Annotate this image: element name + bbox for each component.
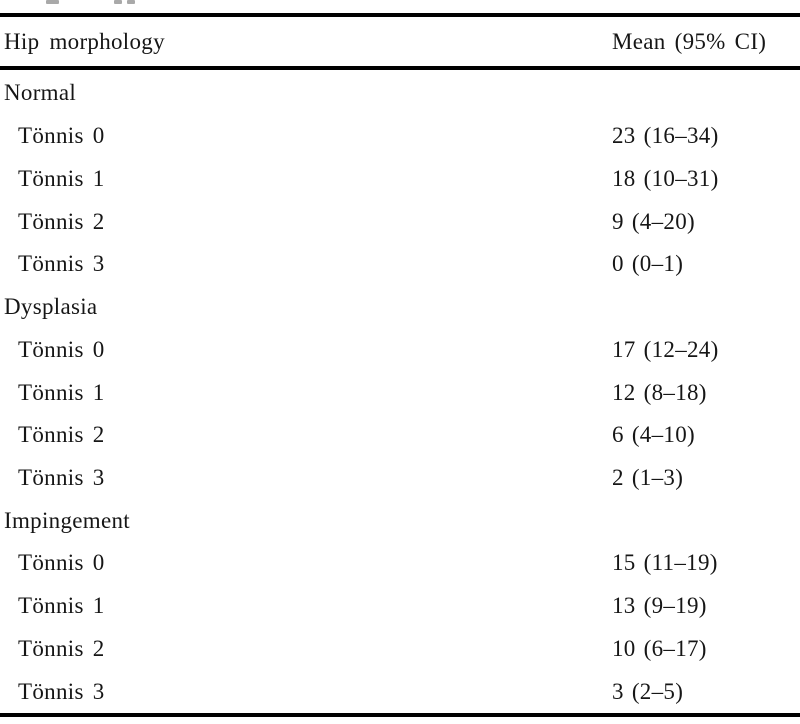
row-label: Tönnis 0 bbox=[18, 550, 105, 576]
row-value: 18 (10–31) bbox=[612, 165, 719, 191]
column-header-mean-ci: Mean (95% CI) bbox=[612, 28, 767, 54]
row-value: 6 (4–10) bbox=[612, 422, 695, 448]
row-label: Tönnis 1 bbox=[18, 379, 105, 405]
table-row: Tönnis 3 2 (1–3) bbox=[0, 457, 800, 500]
cropped-text-fragment bbox=[46, 0, 59, 4]
row-value: 23 (16–34) bbox=[612, 123, 719, 149]
row-label: Tönnis 2 bbox=[18, 422, 105, 448]
row-value: 13 (9–19) bbox=[612, 593, 707, 619]
row-label: Tönnis 3 bbox=[18, 251, 105, 277]
row-value: 12 (8–18) bbox=[612, 379, 707, 405]
table-row: Tönnis 1 18 (10–31) bbox=[0, 157, 800, 200]
row-value: 17 (12–24) bbox=[612, 336, 719, 362]
table-row: Tönnis 3 3 (2–5) bbox=[0, 670, 800, 713]
section-label: Dysplasia bbox=[4, 294, 98, 320]
row-value: 15 (11–19) bbox=[612, 550, 718, 576]
row-label: Tönnis 1 bbox=[18, 165, 105, 191]
row-value: 0 (0–1) bbox=[612, 251, 684, 277]
row-value: 2 (1–3) bbox=[612, 464, 684, 490]
row-label: Tönnis 1 bbox=[18, 593, 105, 619]
table-row: Tönnis 2 9 (4–20) bbox=[0, 200, 800, 243]
table-bottom-rule bbox=[0, 713, 800, 717]
row-value: 9 (4–20) bbox=[612, 208, 695, 234]
table-body: Normal Tönnis 0 23 (16–34) Tönnis 1 18 (10–3… bbox=[0, 72, 800, 713]
table-row: Tönnis 2 6 (4–10) bbox=[0, 414, 800, 457]
row-label: Tönnis 0 bbox=[18, 336, 105, 362]
table-row: Tönnis 0 15 (11–19) bbox=[0, 542, 800, 585]
table-row: Tönnis 2 10 (6–17) bbox=[0, 628, 800, 671]
table-row: Tönnis 0 23 (16–34) bbox=[0, 115, 800, 158]
table-top-rule bbox=[0, 13, 800, 17]
row-value: 3 (2–5) bbox=[612, 678, 684, 704]
table-row: Tönnis 1 13 (9–19) bbox=[0, 585, 800, 628]
row-label: Tönnis 3 bbox=[18, 678, 105, 704]
table-section-row: Impingement bbox=[0, 499, 800, 542]
row-label: Tönnis 2 bbox=[18, 635, 105, 661]
row-label: Tönnis 0 bbox=[18, 123, 105, 149]
section-label: Normal bbox=[4, 80, 77, 106]
cropped-text-fragment bbox=[114, 0, 122, 4]
column-header-hip-morphology: Hip morphology bbox=[4, 28, 165, 54]
table-header-row: Hip morphology Mean (95% CI) bbox=[0, 17, 800, 66]
cropped-text-fragment bbox=[127, 0, 135, 4]
row-label: Tönnis 2 bbox=[18, 208, 105, 234]
row-label: Tönnis 3 bbox=[18, 464, 105, 490]
row-value: 10 (6–17) bbox=[612, 635, 707, 661]
table-row: Tönnis 3 0 (0–1) bbox=[0, 243, 800, 286]
table-section-row: Dysplasia bbox=[0, 286, 800, 329]
section-label: Impingement bbox=[4, 507, 130, 533]
table-row: Tönnis 0 17 (12–24) bbox=[0, 328, 800, 371]
table-section-row: Normal bbox=[0, 72, 800, 115]
table-header-rule bbox=[0, 66, 800, 70]
table-row: Tönnis 1 12 (8–18) bbox=[0, 371, 800, 414]
